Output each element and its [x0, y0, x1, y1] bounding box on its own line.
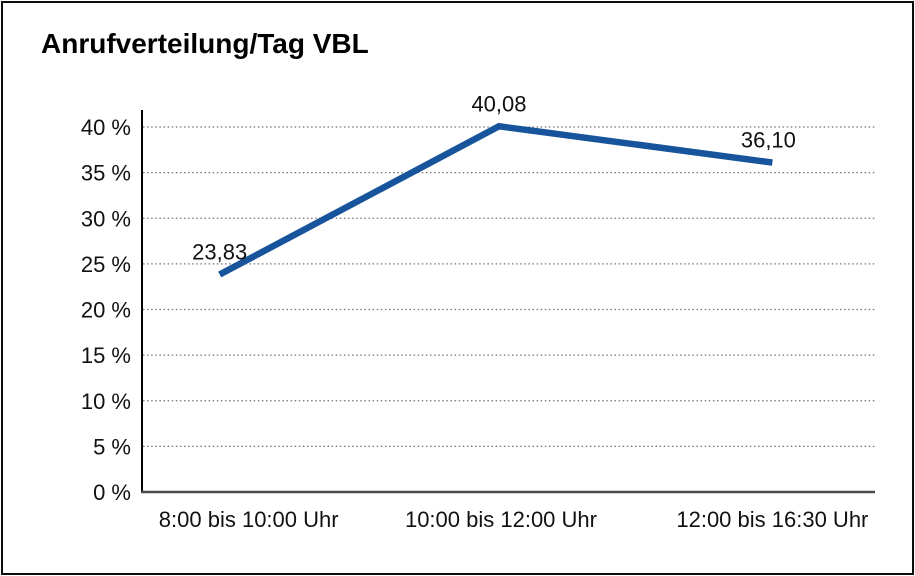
y-tick-label: 40 %: [81, 115, 131, 140]
y-tick-label: 25 %: [81, 252, 131, 277]
y-tick-label: 0 %: [93, 480, 131, 505]
y-tick-label: 15 %: [81, 343, 131, 368]
y-tick-label: 20 %: [81, 298, 131, 323]
x-category-label: 8:00 bis 10:00 Uhr: [159, 507, 339, 532]
chart-title: Anrufverteilung/Tag VBL: [41, 28, 369, 59]
data-point-label: 36,10: [741, 128, 796, 153]
data-point-label: 23,83: [192, 240, 247, 265]
y-tick-label: 35 %: [81, 161, 131, 186]
data-point-label: 40,08: [471, 91, 526, 116]
y-tick-label: 5 %: [93, 434, 131, 459]
y-tick-label: 10 %: [81, 389, 131, 414]
y-tick-label: 30 %: [81, 206, 131, 231]
x-category-label: 10:00 bis 12:00 Uhr: [405, 507, 597, 532]
line-chart-svg: 0 % 5 % 10 % 15 % 20 % 25 % 30 % 35 % 40 % 8:00 b…: [81, 91, 875, 532]
x-category-label: 12:00 bis 16:30 Uhr: [676, 507, 868, 532]
data-series-line: [218, 122, 773, 278]
